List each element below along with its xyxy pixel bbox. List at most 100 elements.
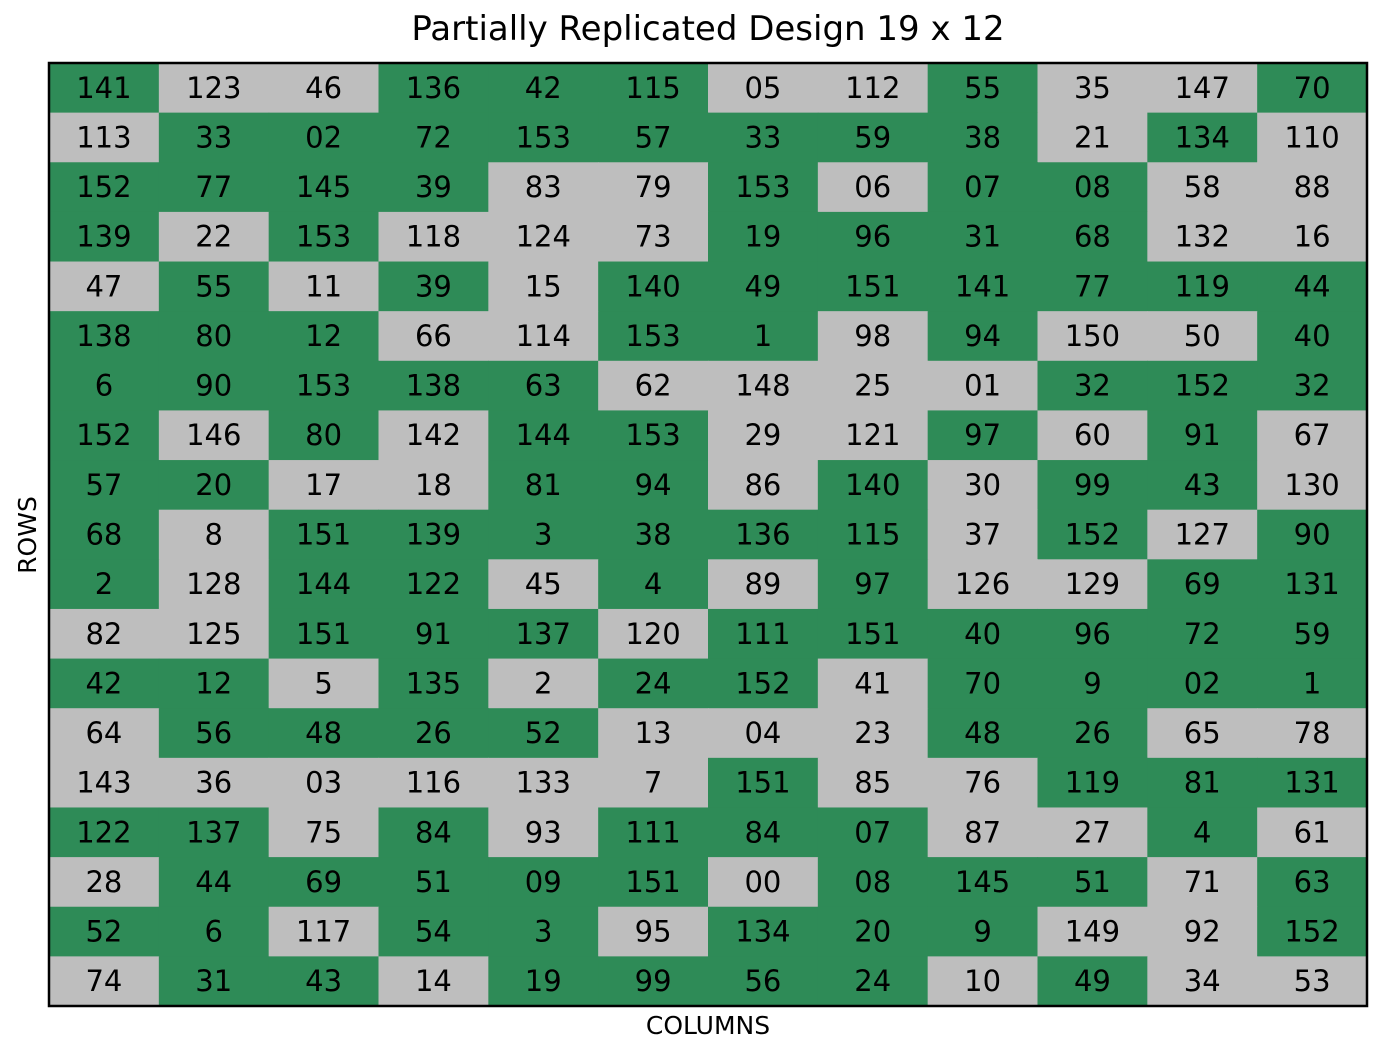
cell-label-r14-c2: 56 <box>195 716 232 750</box>
cell-label-r8-c2: 146 <box>186 418 241 452</box>
cell-label-r16-c4: 84 <box>415 815 452 849</box>
cell-label-r9-c5: 81 <box>525 468 562 502</box>
cell-r9-c12 <box>1257 460 1368 511</box>
cell-label-r16-c11: 4 <box>1193 815 1211 849</box>
cell-r14-c9 <box>927 708 1039 759</box>
cell-label-r19-c6: 99 <box>635 964 672 998</box>
cell-r1-c7 <box>708 63 819 114</box>
cell-r18-c12 <box>1257 906 1368 957</box>
cell-r6-c3 <box>268 311 380 362</box>
cell-r3-c3 <box>268 162 380 213</box>
cell-label-r2-c8: 59 <box>854 120 891 154</box>
cell-label-r18-c12: 152 <box>1284 915 1339 949</box>
cell-r11-c8 <box>817 559 929 610</box>
cell-label-r2-c12: 110 <box>1284 120 1339 154</box>
cell-label-r5-c8: 151 <box>845 269 900 303</box>
cell-r17-c5 <box>488 857 599 908</box>
cell-r1-c3 <box>268 63 380 114</box>
cell-r8-c10 <box>1037 410 1148 461</box>
cell-r3-c12 <box>1257 162 1368 213</box>
cell-label-r15-c10: 119 <box>1065 766 1120 800</box>
cell-r13-c5 <box>488 658 599 709</box>
cell-r19-c10 <box>1037 956 1148 1007</box>
cell-label-r16-c10: 27 <box>1074 815 1111 849</box>
cell-r17-c9 <box>927 857 1039 908</box>
cell-r1-c5 <box>488 63 599 114</box>
cell-label-r13-c2: 12 <box>195 666 232 700</box>
cell-r3-c2 <box>158 162 270 213</box>
cell-label-r10-c5: 3 <box>534 518 552 552</box>
cell-r15-c6 <box>598 757 709 809</box>
cell-r4-c3 <box>268 211 380 263</box>
cell-label-r10-c6: 38 <box>635 518 672 552</box>
cell-label-r12-c1: 82 <box>85 617 122 651</box>
cell-r19-c7 <box>708 956 819 1007</box>
cell-r4-c6 <box>598 211 709 263</box>
cell-r1-c11 <box>1147 63 1258 114</box>
cell-label-r18-c8: 20 <box>854 915 891 949</box>
cell-r16-c8 <box>817 807 929 858</box>
cell-label-r3-c7: 153 <box>735 170 790 204</box>
cell-r11-c7 <box>708 559 819 610</box>
cell-label-r5-c1: 47 <box>85 269 122 303</box>
cell-label-r13-c11: 02 <box>1184 666 1221 700</box>
cell-label-r14-c9: 48 <box>964 716 1001 750</box>
cell-label-r13-c10: 9 <box>1083 666 1101 700</box>
cell-label-r7-c9: 01 <box>964 369 1001 403</box>
cell-r3-c10 <box>1037 162 1148 213</box>
cell-label-r18-c2: 6 <box>205 915 223 949</box>
cell-label-r19-c12: 53 <box>1294 964 1331 998</box>
cell-r11-c10 <box>1037 559 1148 610</box>
cell-r3-c11 <box>1147 162 1258 213</box>
cell-r14-c3 <box>268 708 380 759</box>
cell-r14-c7 <box>708 708 819 759</box>
cell-r2-c1 <box>49 112 160 163</box>
cell-label-r12-c11: 72 <box>1184 617 1221 651</box>
cell-r4-c5 <box>488 211 599 263</box>
cell-label-r4-c10: 68 <box>1074 220 1111 254</box>
cell-label-r9-c12: 130 <box>1284 468 1339 502</box>
cell-r18-c11 <box>1147 906 1258 957</box>
cell-r10-c3 <box>268 509 380 560</box>
cell-r14-c8 <box>817 708 929 759</box>
cell-r18-c4 <box>378 906 489 957</box>
cell-r2-c3 <box>268 112 380 163</box>
cell-label-r6-c3: 12 <box>305 319 342 353</box>
cell-r12-c11 <box>1147 608 1258 660</box>
cell-r14-c11 <box>1147 708 1258 759</box>
cell-label-r6-c7: 1 <box>754 319 772 353</box>
cell-label-r5-c7: 49 <box>744 269 781 303</box>
cell-label-r9-c11: 43 <box>1184 468 1221 502</box>
cell-label-r17-c9: 145 <box>955 865 1010 899</box>
cell-label-r10-c11: 127 <box>1175 518 1230 552</box>
cell-r15-c4 <box>378 757 489 809</box>
cell-label-r7-c4: 138 <box>406 369 461 403</box>
cell-label-r3-c5: 83 <box>525 170 562 204</box>
cell-r6-c9 <box>927 311 1039 362</box>
cell-label-r10-c9: 37 <box>964 518 1001 552</box>
cell-r6-c12 <box>1257 311 1368 362</box>
cell-r6-c2 <box>158 311 270 362</box>
cell-r13-c6 <box>598 658 709 709</box>
cell-label-r19-c7: 56 <box>744 964 781 998</box>
cell-label-r5-c12: 44 <box>1294 269 1331 303</box>
cell-r14-c4 <box>378 708 489 759</box>
cell-label-r1-c8: 112 <box>845 71 900 105</box>
cell-label-r15-c1: 143 <box>76 766 131 800</box>
cell-r17-c12 <box>1257 857 1368 908</box>
cell-r5-c4 <box>378 261 489 312</box>
cell-label-r6-c1: 138 <box>76 319 131 353</box>
cell-r18-c10 <box>1037 906 1148 957</box>
cell-r11-c1 <box>49 559 160 610</box>
cell-r2-c9 <box>927 112 1039 163</box>
cell-label-r14-c12: 78 <box>1294 716 1331 750</box>
cell-label-r8-c4: 142 <box>406 418 461 452</box>
cell-r4-c10 <box>1037 211 1148 263</box>
cell-r13-c1 <box>49 658 160 709</box>
cell-r10-c12 <box>1257 509 1368 560</box>
cell-label-r10-c4: 139 <box>406 518 461 552</box>
cell-r15-c2 <box>158 757 270 809</box>
cell-r5-c8 <box>817 261 929 312</box>
cell-label-r12-c5: 137 <box>516 617 571 651</box>
cell-r6-c11 <box>1147 311 1258 362</box>
